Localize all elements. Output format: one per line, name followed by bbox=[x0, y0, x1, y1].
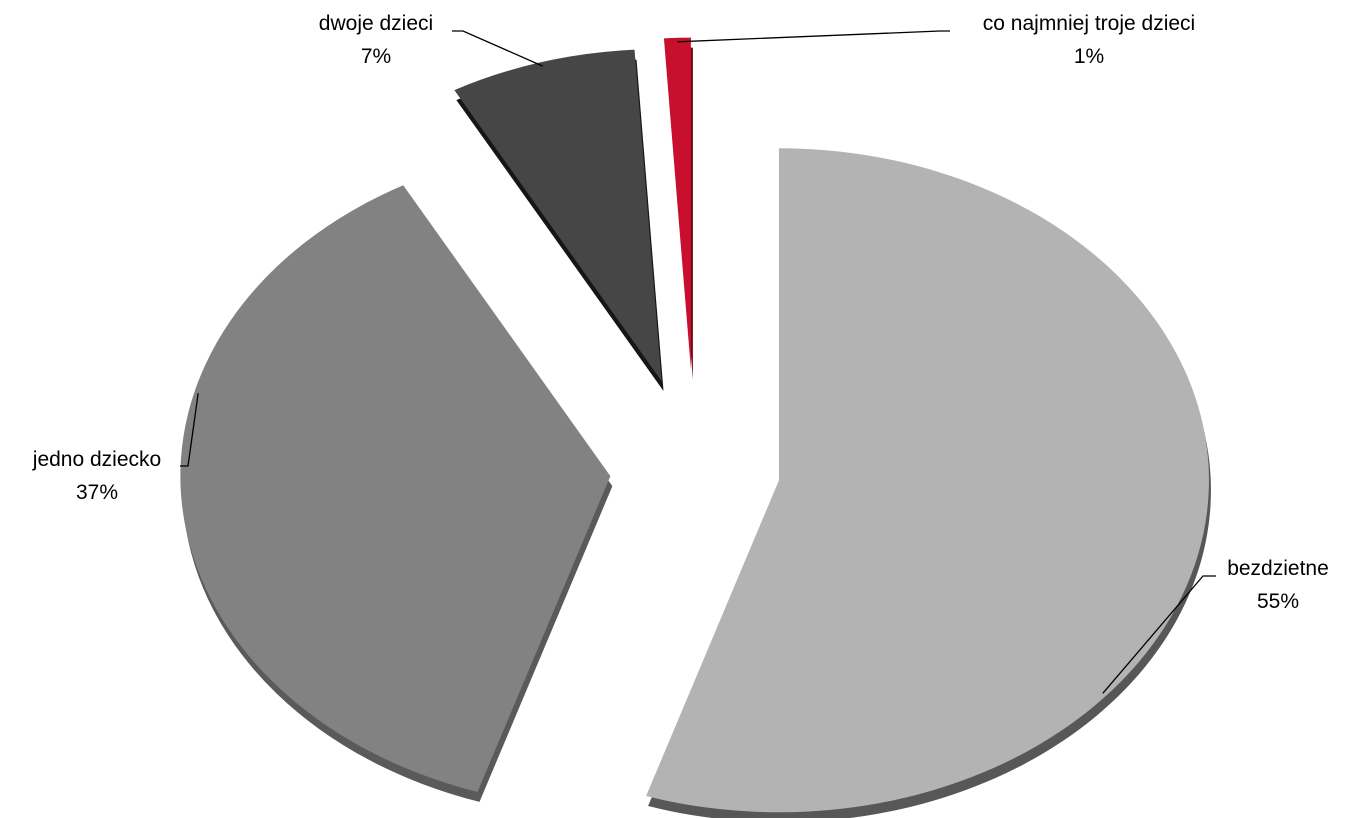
slice-label-dwoje-dzieci: dwoje dzieci bbox=[319, 12, 433, 35]
slice-layer bbox=[180, 37, 1211, 818]
leader-line-layer bbox=[180, 30, 1216, 694]
leader-line-bezdzietne bbox=[1102, 575, 1216, 694]
data-label-bezdzietne: bezdzietne 55% bbox=[1227, 557, 1329, 613]
leader-line-co-najmniej-troje-dzieci bbox=[677, 30, 950, 43]
leader-line-jedno-dziecko bbox=[180, 393, 199, 467]
pie-slice-bezdzietne bbox=[646, 148, 1209, 813]
leader-line-dwoje-dzieci bbox=[452, 30, 543, 67]
data-label-jedno-dziecko: jedno dziecko 37% bbox=[32, 448, 161, 504]
slice-value-bezdzietne: 55% bbox=[1257, 590, 1299, 613]
pie-slice-jedno-dziecko bbox=[180, 185, 611, 792]
slice-value-jedno-dziecko: 37% bbox=[76, 481, 118, 504]
slice-value-co-najmniej-troje-dzieci: 1% bbox=[1074, 45, 1104, 68]
slice-label-bezdzietne: bezdzietne bbox=[1227, 557, 1329, 580]
data-label-co-najmniej-troje-dzieci: co najmniej troje dzieci 1% bbox=[983, 12, 1195, 68]
slice-label-co-najmniej-troje-dzieci: co najmniej troje dzieci bbox=[983, 12, 1195, 35]
pie-slice-co-najmniej-troje-dzieci bbox=[663, 37, 691, 370]
data-label-dwoje-dzieci: dwoje dzieci 7% bbox=[319, 12, 433, 68]
slice-label-jedno-dziecko: jedno dziecko bbox=[32, 448, 161, 471]
slice-value-dwoje-dzieci: 7% bbox=[361, 45, 391, 68]
pie-slice-dwoje-dzieci bbox=[454, 49, 662, 382]
